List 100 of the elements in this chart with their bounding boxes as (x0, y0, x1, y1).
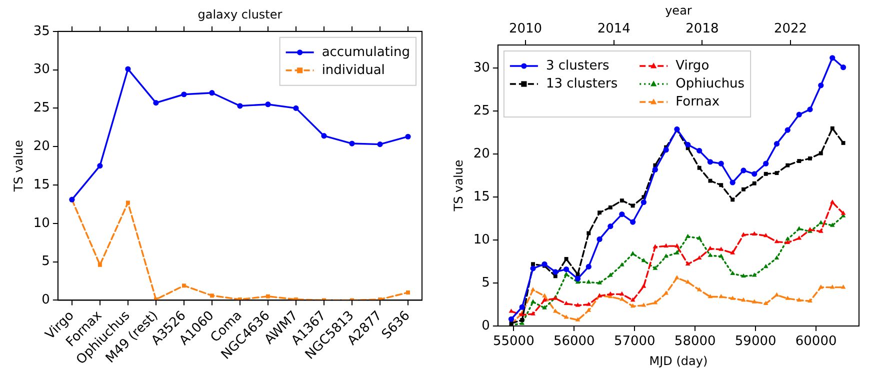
point (575, 317, 580, 322)
point (730, 250, 736, 254)
legend-label: individual (322, 62, 385, 78)
point (841, 140, 846, 145)
point (807, 106, 813, 112)
x2-axis-title: year (665, 3, 692, 18)
point (620, 262, 624, 266)
point (586, 231, 591, 236)
x-axis-title: galaxy cluster (198, 7, 282, 22)
point (564, 272, 569, 276)
point (674, 275, 680, 280)
point (708, 178, 712, 183)
y-tick-label: 10 (33, 216, 50, 231)
point (125, 66, 131, 72)
legend-label: accumulating (322, 44, 410, 60)
point (406, 290, 410, 294)
point (685, 261, 690, 266)
y-tick-label: 25 (33, 100, 50, 116)
y-tick-label: 0 (42, 292, 50, 308)
point (519, 304, 525, 310)
point (597, 280, 602, 284)
x2-tick-label: 2022 (774, 22, 808, 37)
point (508, 308, 514, 313)
point (707, 159, 714, 165)
point (730, 180, 736, 186)
point (796, 226, 802, 230)
point (774, 255, 780, 260)
point (530, 287, 536, 292)
point (293, 105, 299, 111)
point (718, 254, 724, 258)
point (265, 102, 271, 108)
legend-label: Ophiuchus (676, 76, 745, 92)
y-axis-title: TS value (11, 140, 26, 193)
point (640, 199, 646, 206)
point (840, 64, 846, 70)
point (620, 291, 624, 296)
point (508, 316, 514, 322)
x-axis-title: MJD (day) (649, 354, 708, 368)
point (818, 284, 824, 289)
point (530, 266, 536, 272)
point (596, 236, 602, 242)
point (752, 181, 756, 186)
point (718, 160, 724, 166)
point (552, 308, 558, 313)
point (608, 224, 614, 230)
point (763, 264, 768, 268)
point (830, 199, 835, 204)
point (741, 273, 746, 278)
y-tick-label: 5 (482, 275, 490, 290)
x-tick-label: 57000 (614, 334, 656, 350)
point (553, 274, 558, 278)
point (818, 82, 824, 88)
point (763, 160, 769, 166)
y-tick-label: 30 (473, 60, 490, 76)
point (808, 298, 812, 302)
point (664, 243, 668, 248)
point (774, 292, 780, 296)
point (764, 172, 768, 176)
point (563, 266, 570, 272)
point (786, 163, 790, 168)
point (796, 112, 802, 118)
point (785, 296, 790, 300)
point (708, 294, 713, 298)
point (663, 147, 669, 153)
point (531, 262, 535, 266)
y-tick-label: 35 (33, 24, 50, 39)
point (752, 231, 757, 236)
y-tick-label: 15 (473, 189, 490, 204)
y-tick-label: 5 (42, 254, 50, 270)
point (774, 141, 780, 147)
y-tick-label: 0 (482, 318, 490, 334)
legend-label: 13 clusters (546, 76, 618, 92)
point (98, 262, 102, 267)
point (797, 159, 802, 163)
point (718, 246, 724, 251)
point (818, 228, 824, 233)
point (181, 92, 187, 98)
point (530, 299, 536, 304)
point (741, 297, 746, 302)
point (182, 284, 186, 288)
point (685, 142, 691, 148)
point (730, 296, 736, 300)
point (742, 187, 746, 192)
point (575, 302, 580, 307)
point (630, 297, 636, 302)
y-tick-label: 30 (33, 62, 50, 78)
y-tick-label: 10 (473, 232, 490, 248)
point (608, 291, 613, 296)
x-tick-label: 60000 (795, 334, 837, 350)
point (830, 55, 836, 61)
x2-tick-label: 2010 (509, 22, 542, 37)
point (586, 264, 592, 270)
point (630, 303, 636, 308)
point (830, 222, 835, 227)
point (574, 276, 581, 282)
point (696, 148, 702, 154)
point (126, 200, 130, 205)
point (708, 246, 713, 250)
point (774, 238, 780, 244)
point (641, 302, 646, 307)
